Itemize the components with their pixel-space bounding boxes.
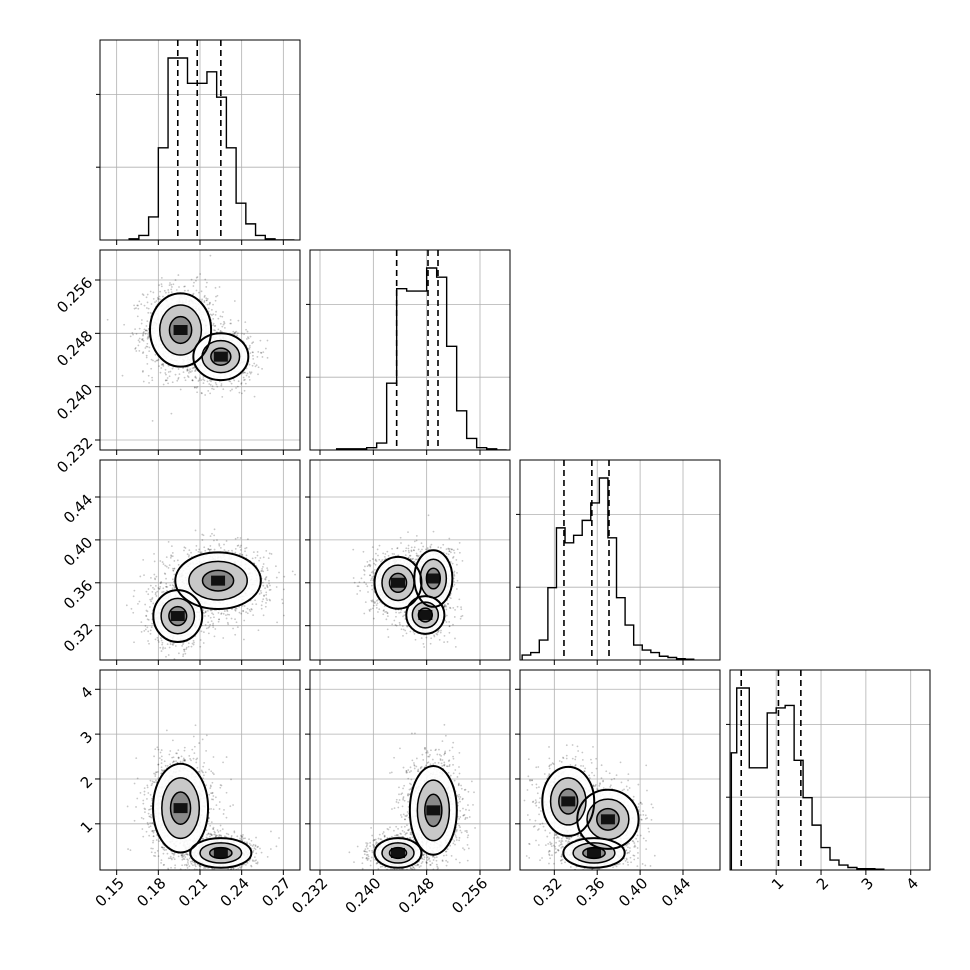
y-tick-label: 0.248 [53,327,96,370]
y-tick-label: 0.256 [53,274,96,317]
y-tick-label: 3 [77,728,96,747]
contour [549,777,587,826]
scatter-3-0 [126,724,280,870]
y-tick-label: 1 [77,817,96,836]
contour [541,765,596,837]
contour [388,846,408,860]
contour [425,567,442,590]
scatter-2-1 [352,514,464,648]
contour [558,788,579,815]
contour [152,762,210,854]
x-tick-label: 0.21 [175,874,211,910]
contour [161,777,201,840]
contour [168,605,188,627]
x-tick-label: 0.44 [658,874,694,910]
y-tick-label: 2 [77,773,96,792]
x-tick-label: 0.256 [448,874,491,917]
panel-2-0: 0.32 0.36 0.40 0.44 [60,459,301,665]
contour [188,560,248,601]
contour [174,551,262,610]
contour [408,764,458,856]
x-tick-label: 0.36 [572,874,608,910]
panel-0-0 [96,39,301,245]
histogram-0 [128,57,295,240]
contour [424,793,443,828]
x-tick-label: 0.32 [529,874,565,910]
contour [210,347,232,366]
panel-3-3: 1 2 3 4 [726,669,931,894]
y-tick-label: 0.40 [60,534,96,570]
panel-3-2: 0.32 0.36 0.40 0.44 [515,669,721,910]
contour [149,292,213,368]
axes-frame [519,669,721,871]
x-tick-label: 4 [903,874,922,893]
scatter-3-2 [523,744,656,870]
contour [381,842,415,864]
x-tick-label: 0.40 [615,874,651,910]
contour [201,569,235,592]
x-tick-label: 0.18 [133,874,169,910]
contour [192,332,250,382]
contour [169,791,192,826]
panel-3-1: 0.232 0.240 0.248 0.256 [288,669,511,917]
contour [158,304,203,356]
y-tick-label: 0.32 [60,619,96,655]
x-tick-label: 3 [858,874,877,893]
histogram-3 [730,687,885,870]
y-tick-label: 0.232 [53,434,96,477]
histogram-1 [335,267,507,450]
contour [411,601,440,629]
x-tick-label: 0.232 [288,874,331,917]
contour [405,595,446,635]
contour [189,837,253,869]
y-tick-label: 4 [77,683,96,702]
contour [576,788,640,850]
y-tick-label: 0.36 [60,576,96,612]
contour [168,315,193,345]
panel-1-1 [306,249,511,455]
x-tick-label: 0.240 [342,874,385,917]
contour [199,842,243,864]
contour [373,837,423,869]
scatter-2-0 [125,528,300,660]
axes-frame [519,459,721,661]
contour [582,846,606,860]
y-tick-label: 0.240 [53,380,96,423]
contour [562,837,626,869]
panel-1-0: 0.232 0.240 0.248 0.256 [53,249,301,477]
histogram-2 [521,477,695,660]
contour [596,807,620,831]
contour [160,597,196,635]
x-tick-label: 0.15 [92,874,128,910]
y-tick-label: 0.44 [60,491,96,527]
axes-frame [729,669,931,871]
scatter-1-0 [106,254,269,422]
axes-frame [309,249,511,451]
x-tick-label: 1 [768,874,787,893]
scatter-3-1 [348,723,476,870]
panel-2-2 [516,459,721,665]
contour [572,842,616,864]
contour [201,339,241,374]
x-tick-label: 2 [813,874,832,893]
axes-frame [309,669,511,871]
contour [208,846,233,860]
axes-frame [309,459,511,661]
panel-2-1 [305,459,511,665]
x-tick-label: 0.248 [395,874,438,917]
contour [416,779,451,842]
contour [373,555,423,610]
contour [413,549,454,608]
contour [388,572,408,593]
x-tick-label: 0.24 [217,874,253,910]
contour [417,607,434,623]
